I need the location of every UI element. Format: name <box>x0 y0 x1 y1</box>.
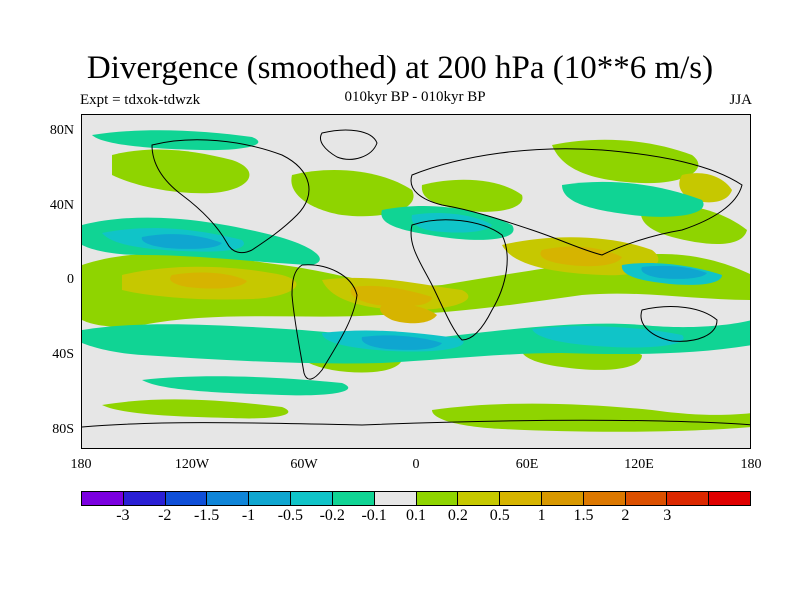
lon-label: 120W <box>174 457 210 472</box>
colorbar-swatch <box>625 492 668 505</box>
negative-region <box>142 376 349 396</box>
colorbar-label: -0.5 <box>277 507 304 524</box>
negative-region <box>532 326 684 348</box>
colorbar-swatch <box>123 492 166 505</box>
negative-region <box>361 335 442 350</box>
colorbar-swatch <box>541 492 584 505</box>
colorbar-label: 2 <box>621 507 630 524</box>
divergence-field <box>82 129 750 432</box>
positive-region <box>380 303 437 324</box>
positive-region <box>552 139 699 184</box>
colorbar-swatch <box>583 492 626 505</box>
colorbar-swatch <box>249 492 292 505</box>
coastline-greenland <box>320 129 378 160</box>
negative-region <box>411 213 492 233</box>
colorbar-label: -0.1 <box>361 507 387 524</box>
colorbar-label: -1.5 <box>193 507 220 524</box>
positive-region <box>350 285 432 307</box>
negative-region <box>641 265 707 279</box>
lon-label: 180 <box>740 457 762 472</box>
negative-region <box>92 130 259 151</box>
colorbar-swatch <box>709 492 750 505</box>
colorbar-label: 0.2 <box>447 507 468 524</box>
positive-region <box>112 149 250 194</box>
experiment-label: Expt = tdxok-tdwzk <box>80 92 201 108</box>
colorbar-label: -1 <box>241 507 256 524</box>
colorbar-label: 1 <box>537 507 546 524</box>
lon-label: 120E <box>624 457 654 472</box>
colorbar-label: -3 <box>116 507 130 524</box>
positive-region <box>679 173 732 203</box>
colorbar-swatch <box>82 492 124 505</box>
positive-region <box>102 399 289 419</box>
colorbar-swatch <box>374 492 417 505</box>
positive-region <box>540 246 622 267</box>
map-title: Divergence (smoothed) at 200 hPa (10**6 … <box>86 50 714 86</box>
lon-label: 60E <box>515 457 539 472</box>
positive-region <box>291 170 414 217</box>
colorbar <box>81 491 751 506</box>
coastline-eurasia <box>410 148 743 256</box>
positive-region <box>432 403 750 432</box>
colorbar-label: 0.5 <box>489 507 510 524</box>
colorbar-swatch <box>458 492 501 505</box>
colorbar-label: -2 <box>158 507 172 524</box>
colorbar-swatch <box>416 492 459 505</box>
lat-label: 0 <box>67 272 74 287</box>
colorbar-label: 3 <box>663 507 672 524</box>
negative-region <box>562 181 704 217</box>
colorbar-label: -0.2 <box>319 507 345 524</box>
negative-region <box>141 234 222 249</box>
colorbar-label: 1.5 <box>573 507 594 524</box>
map-subtitle: 010kyr BP - 010kyr BP <box>344 89 486 105</box>
lat-label: 80N <box>49 123 74 138</box>
coastline-australia <box>640 306 718 342</box>
lon-label: 0 <box>412 457 420 472</box>
colorbar-swatch <box>500 492 542 505</box>
coastline-africa <box>410 219 508 341</box>
positive-region <box>421 179 523 212</box>
divergence-map <box>81 114 751 449</box>
lon-label: 180 <box>70 457 92 472</box>
colorbar-swatch <box>207 492 250 505</box>
lat-label: 80S <box>52 422 74 437</box>
colorbar-swatch <box>291 492 333 505</box>
coastline-south-america <box>291 264 358 380</box>
season-label: JJA <box>729 92 752 108</box>
lat-label: 40S <box>52 347 74 362</box>
coastline-antarctica <box>82 419 750 428</box>
lat-label: 40N <box>49 198 74 213</box>
colorbar-label: 0.1 <box>406 507 426 524</box>
colorbar-swatch <box>332 492 375 505</box>
coastline-north-america <box>151 139 310 254</box>
positive-region <box>170 272 247 289</box>
lon-label: 60W <box>290 457 318 472</box>
colorbar-swatch <box>667 492 710 505</box>
colorbar-swatch <box>165 492 208 505</box>
